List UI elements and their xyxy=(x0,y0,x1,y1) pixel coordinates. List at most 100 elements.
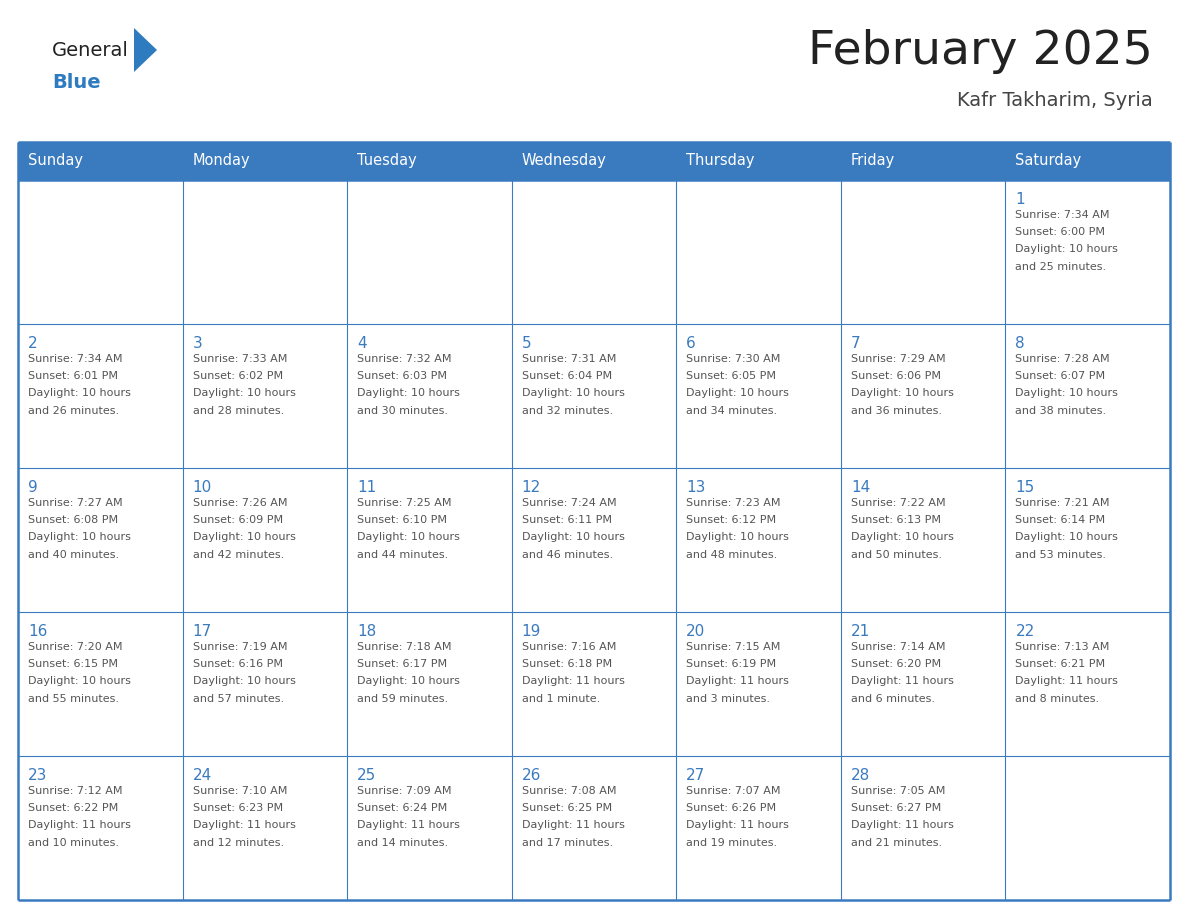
Bar xyxy=(841,180,1005,324)
Text: 19: 19 xyxy=(522,624,541,639)
Bar xyxy=(183,468,347,612)
Text: Sunset: 6:04 PM: Sunset: 6:04 PM xyxy=(522,371,612,381)
Text: Sunset: 6:10 PM: Sunset: 6:10 PM xyxy=(358,515,447,525)
Bar xyxy=(183,180,347,324)
Text: and 55 minutes.: and 55 minutes. xyxy=(29,694,119,704)
Text: Daylight: 11 hours: Daylight: 11 hours xyxy=(358,821,460,831)
Text: Sunset: 6:09 PM: Sunset: 6:09 PM xyxy=(192,515,283,525)
Bar xyxy=(347,142,512,180)
Bar xyxy=(18,324,183,468)
Text: 27: 27 xyxy=(687,768,706,783)
Bar xyxy=(512,468,676,612)
Bar xyxy=(1005,142,1170,180)
Text: Sunrise: 7:18 AM: Sunrise: 7:18 AM xyxy=(358,642,451,652)
Text: 9: 9 xyxy=(29,480,38,495)
Text: and 40 minutes.: and 40 minutes. xyxy=(29,550,119,560)
Text: 25: 25 xyxy=(358,768,377,783)
Bar xyxy=(512,180,676,324)
Bar xyxy=(676,468,841,612)
Text: and 14 minutes.: and 14 minutes. xyxy=(358,838,448,848)
Text: and 57 minutes.: and 57 minutes. xyxy=(192,694,284,704)
Text: Sunset: 6:27 PM: Sunset: 6:27 PM xyxy=(851,803,941,813)
Text: and 26 minutes.: and 26 minutes. xyxy=(29,406,119,416)
Text: Sunset: 6:03 PM: Sunset: 6:03 PM xyxy=(358,371,447,381)
Bar xyxy=(183,756,347,900)
Text: Kafr Takharim, Syria: Kafr Takharim, Syria xyxy=(958,91,1154,109)
Bar xyxy=(512,142,676,180)
Bar xyxy=(676,612,841,756)
Text: Daylight: 10 hours: Daylight: 10 hours xyxy=(1016,388,1118,398)
Text: Sunset: 6:00 PM: Sunset: 6:00 PM xyxy=(1016,227,1105,237)
Text: Daylight: 11 hours: Daylight: 11 hours xyxy=(851,821,954,831)
Bar xyxy=(512,612,676,756)
Text: Sunset: 6:01 PM: Sunset: 6:01 PM xyxy=(29,371,118,381)
Text: Daylight: 10 hours: Daylight: 10 hours xyxy=(687,532,789,543)
Text: Sunset: 6:06 PM: Sunset: 6:06 PM xyxy=(851,371,941,381)
Text: Sunrise: 7:13 AM: Sunrise: 7:13 AM xyxy=(1016,642,1110,652)
Text: Daylight: 11 hours: Daylight: 11 hours xyxy=(851,677,954,687)
Text: Sunset: 6:16 PM: Sunset: 6:16 PM xyxy=(192,659,283,669)
Text: 7: 7 xyxy=(851,336,860,351)
Text: 23: 23 xyxy=(29,768,48,783)
Text: and 50 minutes.: and 50 minutes. xyxy=(851,550,942,560)
Bar xyxy=(1005,756,1170,900)
Text: Sunset: 6:08 PM: Sunset: 6:08 PM xyxy=(29,515,118,525)
Text: Sunrise: 7:12 AM: Sunrise: 7:12 AM xyxy=(29,786,122,796)
Text: 22: 22 xyxy=(1016,624,1035,639)
Text: Sunrise: 7:27 AM: Sunrise: 7:27 AM xyxy=(29,498,122,508)
Text: and 44 minutes.: and 44 minutes. xyxy=(358,550,448,560)
Text: and 3 minutes.: and 3 minutes. xyxy=(687,694,770,704)
Text: Sunday: Sunday xyxy=(29,153,83,169)
Text: Daylight: 10 hours: Daylight: 10 hours xyxy=(29,388,131,398)
Bar xyxy=(347,180,512,324)
Text: and 42 minutes.: and 42 minutes. xyxy=(192,550,284,560)
Text: and 28 minutes.: and 28 minutes. xyxy=(192,406,284,416)
Text: Sunset: 6:25 PM: Sunset: 6:25 PM xyxy=(522,803,612,813)
Text: Sunrise: 7:26 AM: Sunrise: 7:26 AM xyxy=(192,498,287,508)
Text: General: General xyxy=(52,40,128,60)
Text: and 53 minutes.: and 53 minutes. xyxy=(1016,550,1106,560)
Text: Sunrise: 7:16 AM: Sunrise: 7:16 AM xyxy=(522,642,617,652)
Text: Sunset: 6:20 PM: Sunset: 6:20 PM xyxy=(851,659,941,669)
Text: 4: 4 xyxy=(358,336,367,351)
Text: Sunset: 6:24 PM: Sunset: 6:24 PM xyxy=(358,803,448,813)
Text: 10: 10 xyxy=(192,480,211,495)
Bar xyxy=(1005,180,1170,324)
Text: Sunset: 6:18 PM: Sunset: 6:18 PM xyxy=(522,659,612,669)
Text: Daylight: 10 hours: Daylight: 10 hours xyxy=(522,532,625,543)
Text: 2: 2 xyxy=(29,336,38,351)
Text: 28: 28 xyxy=(851,768,870,783)
Text: Sunset: 6:17 PM: Sunset: 6:17 PM xyxy=(358,659,447,669)
Bar xyxy=(183,612,347,756)
Text: Daylight: 10 hours: Daylight: 10 hours xyxy=(358,677,460,687)
Text: 17: 17 xyxy=(192,624,211,639)
Text: 24: 24 xyxy=(192,768,211,783)
Text: Sunrise: 7:21 AM: Sunrise: 7:21 AM xyxy=(1016,498,1110,508)
Text: and 19 minutes.: and 19 minutes. xyxy=(687,838,777,848)
Text: and 12 minutes.: and 12 minutes. xyxy=(192,838,284,848)
Text: Daylight: 11 hours: Daylight: 11 hours xyxy=(687,677,789,687)
Bar xyxy=(1005,324,1170,468)
Text: Sunset: 6:07 PM: Sunset: 6:07 PM xyxy=(1016,371,1106,381)
Text: Sunset: 6:15 PM: Sunset: 6:15 PM xyxy=(29,659,118,669)
Bar xyxy=(676,756,841,900)
Text: Daylight: 11 hours: Daylight: 11 hours xyxy=(522,677,625,687)
Bar xyxy=(841,142,1005,180)
Text: February 2025: February 2025 xyxy=(808,29,1154,74)
Text: and 36 minutes.: and 36 minutes. xyxy=(851,406,942,416)
Text: Sunset: 6:02 PM: Sunset: 6:02 PM xyxy=(192,371,283,381)
Text: Daylight: 10 hours: Daylight: 10 hours xyxy=(522,388,625,398)
Text: Daylight: 11 hours: Daylight: 11 hours xyxy=(29,821,131,831)
Text: Sunrise: 7:08 AM: Sunrise: 7:08 AM xyxy=(522,786,617,796)
Bar xyxy=(347,756,512,900)
Bar xyxy=(347,324,512,468)
Text: Sunrise: 7:32 AM: Sunrise: 7:32 AM xyxy=(358,353,451,364)
Text: Daylight: 10 hours: Daylight: 10 hours xyxy=(29,677,131,687)
Text: 11: 11 xyxy=(358,480,377,495)
Text: Sunrise: 7:19 AM: Sunrise: 7:19 AM xyxy=(192,642,287,652)
Text: Daylight: 11 hours: Daylight: 11 hours xyxy=(1016,677,1118,687)
Text: 12: 12 xyxy=(522,480,541,495)
Text: Blue: Blue xyxy=(52,73,101,92)
Text: Wednesday: Wednesday xyxy=(522,153,607,169)
Text: 8: 8 xyxy=(1016,336,1025,351)
